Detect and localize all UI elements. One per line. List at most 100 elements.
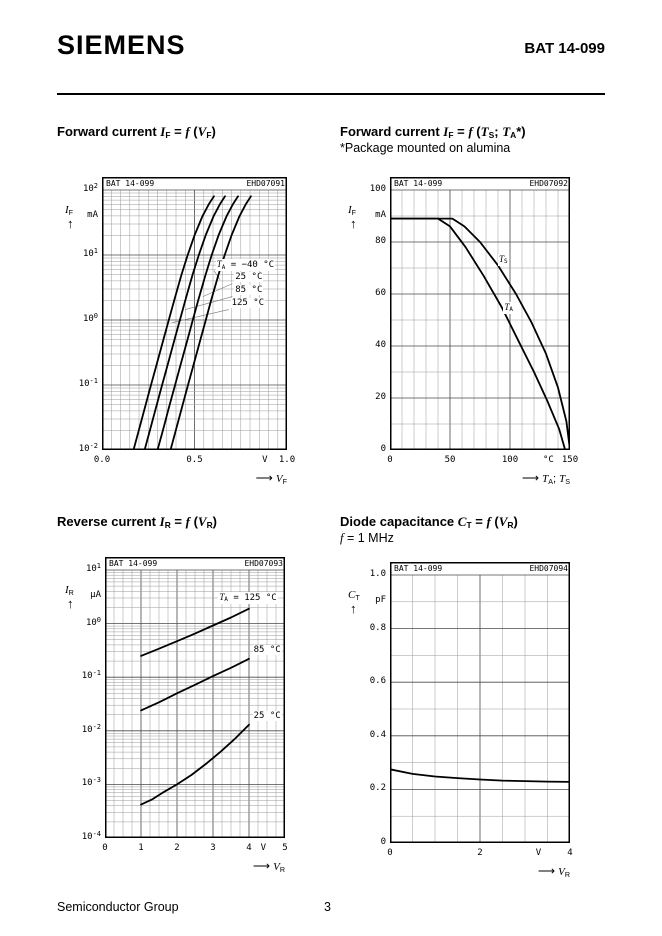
x-tick-label: 1.0: [278, 455, 296, 465]
x-tick-label: V: [535, 848, 542, 858]
y-axis-unit: pF: [375, 595, 386, 605]
x-tick-label: 4: [567, 848, 573, 858]
x-axis-name: ⟶ VF: [255, 471, 287, 486]
curve-label: 125 °C: [230, 298, 266, 309]
y-tick-label: 0: [380, 444, 386, 454]
chart-forward-current-vs-vf: BAT 14-099 EHD07091 102 101 100 10-1 10-2 mA 0.0…: [57, 168, 307, 513]
chart-part-label: BAT 14-099: [394, 179, 443, 188]
y-axis-name: IR ↑: [65, 584, 74, 611]
y-tick-label: 40: [375, 340, 386, 350]
x-tick-label: 1: [138, 843, 144, 853]
y-axis-unit: µA: [90, 590, 101, 600]
part-number: BAT 14-099: [524, 40, 605, 57]
x-axis-arrow-icon: ⟶: [255, 471, 273, 485]
chart-reverse-current-vs-vr: BAT 14-099 EHD07093 101 100 10-1 10-2 10-3 10-4…: [57, 548, 307, 893]
x-tick-label: 0.0: [93, 455, 111, 465]
curve-label: TA = 125 °C: [218, 591, 278, 604]
x-tick-label: 0: [102, 843, 108, 853]
y-tick-label: 0.6: [369, 676, 386, 687]
y-axis-arrow-icon: ↑: [67, 215, 74, 231]
chart-part-label: BAT 14-099: [394, 564, 443, 573]
x-tick-label: 100: [501, 455, 519, 465]
y-tick-label: 10-1: [78, 377, 98, 389]
x-tick-label: 150: [561, 455, 579, 465]
section-title-diode-capacitance: Diode capacitance CT = f (VR): [340, 514, 518, 531]
section-subtitle-frequency: f = 1 MHz: [340, 531, 394, 545]
plot-area: [390, 177, 570, 450]
y-tick-label: 80: [375, 236, 386, 246]
x-tick-label: 4: [246, 843, 252, 853]
y-tick-label: 0.2: [369, 783, 386, 794]
section-title-reverse-current: Reverse current IR = f (VR): [57, 514, 218, 531]
header-rule: [57, 93, 605, 95]
y-tick-label: 20: [375, 392, 386, 402]
y-tick-label: 100: [82, 312, 98, 324]
section-title-forward-current-vf: Forward current IF = f (VF): [57, 124, 216, 141]
y-tick-label: 101: [82, 247, 98, 259]
x-tick-label: V: [260, 843, 267, 853]
chart-ehd-label: EHD07091: [246, 179, 285, 188]
y-tick-label: 10-1: [81, 669, 101, 682]
curve-label: 85 °C: [252, 645, 282, 656]
chart-forward-current-vs-temperature: BAT 14-099 EHD07092 100 80 60 40 20 0 mA 0 50 100 °C…: [340, 168, 590, 513]
x-axis-name: ⟶ TA; TS: [521, 471, 570, 486]
x-tick-label: °C: [542, 455, 554, 465]
y-tick-label: 101: [85, 562, 101, 574]
x-tick-label: 50: [444, 455, 456, 465]
x-axis-name: ⟶ VR: [252, 859, 285, 874]
y-tick-label: 100: [369, 184, 386, 194]
plot-area: [102, 177, 287, 450]
x-tick-label: 0: [387, 455, 393, 465]
y-tick-label: 0.4: [369, 729, 386, 740]
x-axis-arrow-icon: ⟶: [537, 864, 556, 878]
y-tick-label: 10-2: [81, 722, 101, 735]
curve-label: TS: [498, 253, 509, 266]
x-tick-label: 0: [387, 848, 393, 858]
footer-group-name: Semiconductor Group: [57, 900, 179, 914]
x-tick-label: 3: [210, 843, 216, 853]
x-tick-label: V: [262, 455, 268, 465]
curve-label: 85 °C: [234, 285, 264, 296]
section-subtitle-package-note: *Package mounted on alumina: [340, 141, 511, 155]
x-axis-name: ⟶ VR: [537, 864, 570, 879]
chart-ehd-label: EHD07094: [529, 564, 568, 573]
y-axis-unit: mA: [87, 210, 98, 220]
y-axis-arrow-icon: ↑: [350, 215, 357, 231]
chart-part-label: BAT 14-099: [106, 179, 155, 188]
plot-area: [105, 557, 285, 838]
y-axis-name: IF ↑: [65, 204, 74, 231]
y-tick-label: 0.8: [369, 622, 386, 633]
chart-capacitance-vs-vr: BAT 14-099 EHD07094 1.0 0.8 0.6 0.4 0.2 0 pF 0 2 V 4…: [340, 548, 590, 893]
x-axis-arrow-icon: ⟶: [521, 471, 540, 485]
y-axis-arrow-icon: ↑: [67, 595, 74, 611]
y-axis-unit: mA: [375, 210, 386, 220]
x-tick-label: 2: [174, 843, 180, 853]
y-tick-label: 10-3: [81, 776, 101, 789]
plot-area: [390, 562, 570, 843]
y-tick-label: 1.0: [369, 569, 386, 579]
y-tick-label: 10-2: [78, 442, 98, 454]
y-axis-arrow-icon: ↑: [350, 600, 357, 616]
curve-label: TA = −40 °C: [215, 259, 276, 272]
y-tick-label: 100: [85, 615, 101, 628]
y-tick-label: 60: [375, 288, 386, 298]
curve-label: 25 °C: [252, 711, 282, 722]
x-axis-arrow-icon: ⟶: [252, 859, 271, 873]
footer-page-number: 3: [324, 900, 331, 914]
y-tick-label: 0: [380, 837, 386, 847]
section-title-forward-current-temp: Forward current IF = f (TS; TA*): [340, 124, 526, 141]
x-tick-label: 0.5: [186, 455, 203, 465]
x-tick-label: 2: [477, 848, 483, 858]
chart-ehd-label: EHD07092: [529, 179, 568, 188]
x-tick-label: 5: [282, 843, 288, 853]
curve-label: 25 °C: [234, 272, 264, 283]
y-tick-label: 10-4: [81, 830, 101, 842]
y-axis-name: IF ↑: [348, 204, 357, 231]
curve-label: TA: [503, 302, 514, 314]
y-axis-name: CT ↑: [348, 589, 360, 616]
y-tick-label: 102: [82, 182, 98, 194]
chart-part-label: BAT 14-099: [109, 559, 158, 568]
siemens-logo: SIEMENS: [57, 30, 186, 60]
chart-ehd-label: EHD07093: [244, 559, 283, 568]
